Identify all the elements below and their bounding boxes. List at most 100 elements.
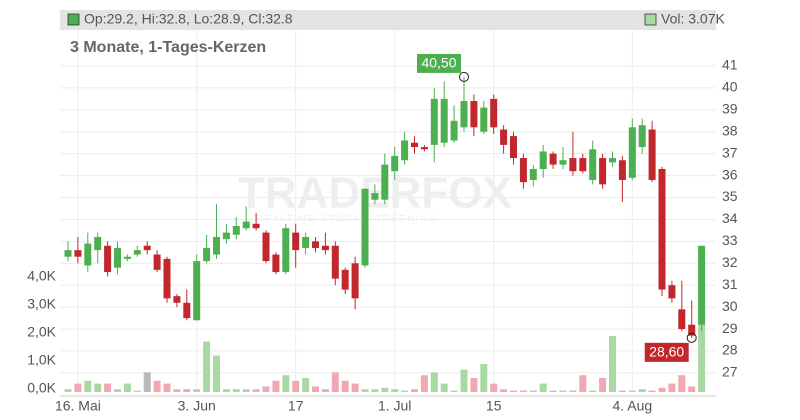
x-tick-label: 3. Jun (178, 398, 216, 414)
candle-body (153, 254, 161, 270)
candle-body (490, 98, 498, 128)
volume-bar (312, 386, 319, 392)
volume-bar (609, 336, 616, 392)
candle-body (242, 221, 250, 229)
subtitle: 3 Monate, 1-Tages-Kerzen (70, 39, 266, 56)
volume-bar (391, 389, 399, 392)
volume-bar (519, 390, 527, 392)
volume-bar (173, 389, 181, 392)
candle-body (430, 98, 438, 145)
volume-bar (232, 389, 240, 392)
candle-body (173, 296, 181, 303)
y-tick-label: 31 (722, 276, 738, 292)
candle-body (470, 101, 478, 128)
volume-bar (599, 378, 607, 392)
volume-bar (628, 390, 636, 392)
volume-bar (84, 380, 92, 392)
annotation-box (417, 53, 461, 73)
candle-body (272, 254, 280, 273)
candle-body (411, 142, 418, 148)
candle-body (213, 236, 220, 255)
legend-ohlc-swatch (67, 13, 80, 26)
candle-body (133, 250, 141, 255)
legend-volume: Vol: 3.07K (661, 11, 725, 27)
y-tick-label: 40 (722, 79, 738, 95)
volume-bar (381, 387, 389, 392)
candle-body (341, 269, 349, 290)
candle-body (460, 101, 468, 128)
candle-body (203, 247, 211, 262)
volume-bar (213, 355, 220, 392)
candle-body (539, 151, 547, 170)
volume-bar (282, 375, 290, 392)
volume-bar (480, 364, 488, 392)
y-tick-label: 34 (722, 210, 738, 226)
candle-body (252, 223, 260, 229)
volume-bar (104, 383, 112, 392)
volume-bar (411, 389, 418, 392)
volume-bar (658, 387, 666, 392)
volume-bar (648, 390, 656, 392)
candle-body (549, 153, 557, 165)
candle-body (678, 309, 686, 330)
candle-body (163, 258, 171, 299)
volume-bar (74, 383, 82, 392)
candle-body (401, 140, 409, 161)
candle-body (668, 285, 676, 299)
y2-tick-label: 0,0K (27, 380, 56, 396)
volume-bar (569, 390, 577, 392)
volume-bar (341, 380, 349, 392)
candle-body (312, 241, 319, 248)
annotation-label: 40,50 (421, 55, 456, 71)
candle-body (519, 158, 527, 183)
candle-body (104, 245, 112, 273)
y-tick-label: 36 (722, 166, 738, 182)
volume-bar (133, 390, 141, 392)
candle-body (420, 147, 428, 150)
volume-bar (549, 390, 557, 392)
x-tick-label: 4. Aug (612, 398, 652, 414)
volume-bar (678, 375, 686, 392)
volume-bar (510, 390, 517, 392)
candle-body (589, 149, 597, 180)
candle-body (579, 158, 587, 172)
volume-bar (618, 390, 626, 392)
candle-body (599, 158, 607, 185)
volume-bar (500, 389, 508, 392)
volume-bar (371, 389, 379, 392)
candle-body (381, 164, 389, 200)
volume-bar (440, 383, 448, 392)
candle-body (222, 232, 230, 240)
volume-bar (321, 389, 329, 392)
y2-tick-label: 4,0K (27, 268, 56, 284)
x-tick-label: 17 (288, 398, 304, 414)
candle-body (559, 160, 567, 165)
candle-body (450, 120, 458, 141)
volume-bar (64, 389, 72, 392)
volume-bar (401, 390, 409, 392)
volume-bar (163, 383, 171, 392)
volume-bar (638, 389, 646, 392)
annotation-box (644, 342, 689, 362)
candle-body (262, 232, 270, 262)
volume-bar (153, 380, 161, 392)
candle-body (371, 193, 379, 200)
volume-bar (351, 383, 359, 392)
volume-bar (292, 380, 300, 392)
candle-body (638, 125, 646, 148)
candle-body (688, 324, 696, 336)
y2-tick-label: 1,0K (27, 352, 56, 368)
volume-bar (698, 306, 706, 392)
volume-bar (193, 389, 201, 392)
candle-body (114, 247, 121, 268)
candle-body (648, 129, 656, 180)
y-tick-label: 39 (722, 101, 738, 117)
candle-body (510, 136, 517, 159)
volume-bar (430, 372, 438, 392)
volume-bar (222, 389, 230, 392)
candle-body (440, 98, 448, 143)
watermark-sub: REALTIME STOCK SCREENING (256, 213, 438, 223)
volume-bar (262, 386, 270, 392)
candle-body (628, 127, 636, 178)
candle-body (321, 245, 329, 251)
